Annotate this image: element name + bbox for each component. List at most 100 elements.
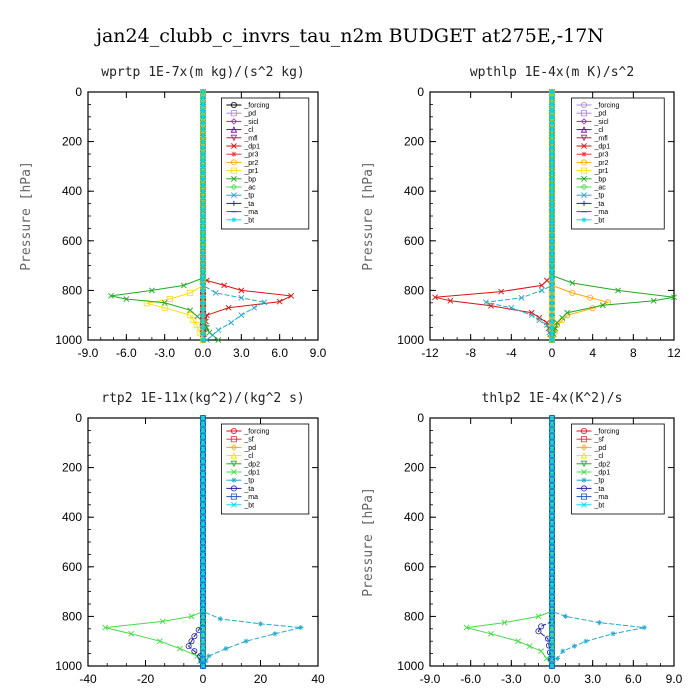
data-point_bt — [200, 275, 206, 281]
data-point_bt — [200, 551, 206, 558]
data-point_ta — [191, 648, 198, 655]
x-tick-label: -8 — [465, 346, 476, 360]
data-point_bt — [549, 238, 555, 244]
data-point_bt — [549, 501, 555, 508]
data-point_bt — [549, 207, 555, 213]
legend-box — [220, 423, 310, 515]
data-point_tp — [228, 319, 235, 326]
data-point_bt — [200, 458, 206, 465]
data-point_tp — [562, 613, 569, 619]
data-point_tp — [596, 620, 603, 626]
data-point_tp — [482, 299, 489, 306]
data-point_bt — [200, 194, 206, 200]
y-tick-label: 200 — [62, 461, 82, 475]
legend-marker — [580, 134, 588, 142]
data-point_bt — [200, 557, 206, 564]
data-point_bt — [200, 207, 206, 213]
legend-entry: _bt — [594, 217, 605, 224]
data-point_bt — [549, 306, 555, 312]
legend-entry: _ma — [594, 209, 609, 216]
data-point_bt — [200, 219, 206, 225]
data-point_dp1 — [515, 638, 522, 645]
data-point_bt — [200, 452, 206, 459]
x-tick-label: 3.0 — [584, 672, 601, 686]
x-tick-label: 6.0 — [271, 346, 288, 360]
data-point_tp — [610, 631, 616, 637]
legend-marker — [230, 143, 237, 149]
data-point_bt — [200, 232, 206, 238]
legend-entry: _dp1 — [243, 144, 260, 151]
legend-entry: _forcing — [594, 429, 620, 436]
legend-entry: _pr2 — [594, 160, 609, 167]
data-point_pr1 — [161, 304, 168, 311]
data-point_bp — [564, 309, 571, 316]
legend-entry: _forcing — [243, 103, 269, 110]
data-point_tp — [298, 624, 304, 631]
data-point_bt — [549, 588, 555, 595]
legend-marker — [230, 493, 237, 500]
data-point_bt — [549, 570, 555, 576]
legend-marker — [581, 102, 588, 109]
data-point_bt — [549, 514, 555, 521]
data-point_bt — [549, 281, 555, 287]
legend-entry: _pd — [594, 111, 607, 118]
data-point_bp — [599, 302, 606, 309]
data-point_bt — [549, 563, 555, 570]
x-tick-label: 0 — [200, 672, 207, 686]
data-point_bp — [187, 307, 194, 314]
panels: wprtp 1E-7x(m kg)/(s^2 kg) Pressure [hPa]… — [19, 65, 683, 686]
data-point_dp1 — [225, 304, 232, 311]
legend-marker — [581, 436, 588, 443]
series-line_tp — [202, 92, 266, 341]
data-point_bt — [200, 145, 206, 151]
data-point_bp — [148, 287, 155, 294]
data-point_bt — [200, 201, 206, 207]
data-point_bt — [200, 514, 206, 521]
data-point_bt — [549, 108, 555, 114]
data-point_bt — [549, 656, 555, 663]
x-tick-label: 4 — [589, 346, 596, 360]
legend-marker — [230, 134, 238, 142]
data-point_bp — [615, 287, 622, 294]
x-tick-label: -20 — [137, 672, 155, 686]
data-point_bt — [549, 477, 555, 483]
legend-marker — [581, 477, 587, 483]
legend-marker — [581, 175, 587, 182]
legend-marker — [581, 110, 588, 117]
data-point_dp1 — [238, 287, 245, 294]
data-point_bt — [549, 508, 555, 514]
x-tick-label: 3.0 — [233, 346, 250, 360]
series-line_tp — [202, 418, 301, 667]
data-point_bp — [559, 314, 566, 321]
legend-marker — [230, 167, 237, 174]
data-point_bt — [549, 644, 555, 651]
data-point_bt — [200, 508, 206, 514]
data-point_bt — [200, 470, 206, 477]
data-point_bt — [200, 582, 206, 589]
data-point_bt — [200, 312, 206, 318]
legend-entry: _bt — [594, 502, 605, 509]
legend-entry: _cl — [243, 127, 253, 134]
data-point_bt — [549, 318, 555, 324]
data-point_bt — [549, 188, 555, 194]
legend-entry: _bp — [243, 176, 256, 183]
legend-entry: _ma — [243, 494, 258, 501]
data-point_tp — [203, 337, 210, 343]
x-tick-label: 9.0 — [310, 346, 327, 360]
data-point_bt — [549, 619, 555, 626]
y-tick-label: 800 — [62, 609, 82, 623]
data-point_bt — [200, 120, 206, 126]
data-point_bt — [549, 439, 555, 446]
y-tick-label: 1000 — [397, 333, 424, 347]
legend-entry: _sicl — [594, 119, 609, 126]
legend-marker — [231, 217, 237, 223]
data-point_bp — [215, 337, 222, 343]
data-point_bt — [549, 300, 555, 306]
y-axis-label: Pressure [hPa] — [19, 161, 34, 271]
legend-entry: _ta — [594, 486, 605, 493]
data-point_bt — [200, 151, 206, 157]
data-point_bt — [549, 331, 555, 337]
data-point_bt — [200, 625, 206, 632]
legend-entry: _tp — [243, 193, 254, 200]
x-tick-label: 8 — [630, 346, 637, 360]
